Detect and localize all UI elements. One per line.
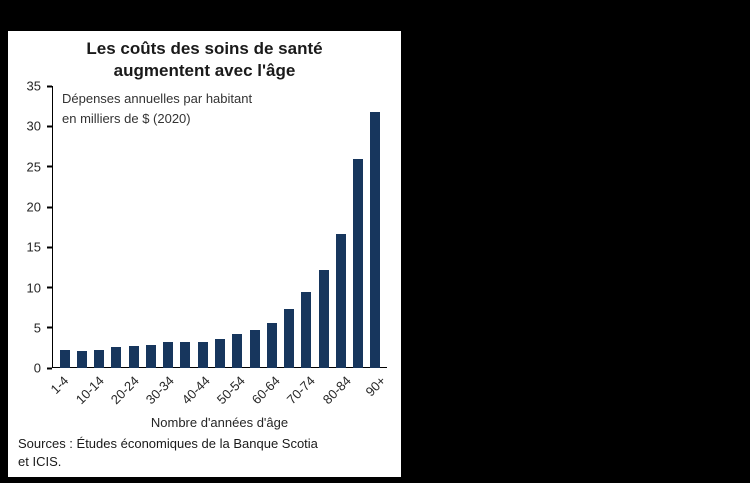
- bar: [76, 351, 87, 369]
- bar-slot: [229, 86, 246, 369]
- x-axis-title: Nombre d'années d'âge: [150, 415, 289, 431]
- bar-slot: [177, 86, 194, 369]
- x-tick-label: 30-34: [143, 373, 178, 408]
- x-tick-label: 70-74: [284, 373, 319, 408]
- bar-slot: [194, 86, 211, 369]
- bar: [335, 233, 346, 369]
- bar: [94, 350, 105, 369]
- y-tick-mark: [47, 206, 52, 209]
- y-tick-mark: [47, 85, 52, 88]
- bar: [284, 308, 295, 369]
- y-tick: 5: [34, 320, 52, 335]
- x-tick-label: 60-64: [248, 373, 284, 408]
- bar: [318, 269, 329, 369]
- bar: [163, 342, 174, 369]
- chart-panel: Les coûts des soins de santé augmentent …: [8, 31, 401, 477]
- y-tick: 30: [27, 119, 52, 134]
- bar-slot: [332, 86, 349, 369]
- bar-slot: [350, 86, 367, 369]
- y-tick-label: 15: [26, 239, 41, 255]
- chart-annotation: Dépenses annuelles par habitant en milli…: [62, 91, 253, 126]
- bar: [197, 341, 208, 369]
- bar-slot: [211, 86, 228, 369]
- y-tick: 25: [27, 159, 52, 174]
- y-tick-mark: [47, 125, 52, 128]
- bar: [353, 158, 364, 369]
- bar-slot: [56, 86, 73, 369]
- x-tick-label: 20-24: [107, 373, 142, 408]
- bar-slot: [246, 86, 263, 369]
- x-tick-label: 40-44: [178, 373, 213, 408]
- bar-slot: [142, 86, 159, 369]
- bar: [215, 339, 226, 369]
- bar: [370, 111, 381, 369]
- y-tick-mark: [47, 326, 52, 329]
- y-tick-mark: [47, 367, 52, 370]
- y-axis: 0 5 10 15 20 25 30 35: [8, 79, 52, 376]
- x-tick-label: 1-4: [47, 373, 72, 398]
- chart-area: Dépenses annuelles par habitant en milli…: [27, 79, 387, 376]
- y-tick-mark: [47, 165, 52, 168]
- y-tick-mark: [47, 246, 52, 249]
- source-note: Sources : Études économiques de la Banqu…: [18, 435, 318, 469]
- bar-slot: [160, 86, 177, 369]
- bar: [266, 323, 277, 369]
- y-tick: 10: [27, 280, 52, 295]
- bar: [128, 346, 139, 369]
- chart-title: Les coûts des soins de santé augmentent …: [86, 39, 323, 81]
- bar-slot: [367, 86, 384, 369]
- bar-slot: [125, 86, 142, 369]
- y-tick: 15: [27, 240, 52, 255]
- bar: [111, 347, 122, 369]
- bar: [232, 334, 243, 369]
- bar: [249, 329, 260, 369]
- x-tick-label: 90+: [362, 373, 389, 400]
- x-tick-labels: 1-4 10-14 20-24 30-34 40-44 50-54 60-64 70-74 80…: [48, 371, 389, 415]
- bar-slot: [280, 86, 297, 369]
- x-tick-label: 80-84: [319, 373, 354, 408]
- bar-slot: [263, 86, 280, 369]
- bar-slot: [108, 86, 125, 369]
- y-tick-label: 20: [26, 199, 41, 215]
- y-tick-label: 5: [33, 320, 41, 336]
- bar: [180, 341, 191, 369]
- y-tick: 35: [27, 79, 52, 94]
- y-tick-label: 25: [26, 159, 41, 175]
- bars: [53, 86, 387, 369]
- bar: [59, 349, 70, 369]
- x-tick-label: 50-54: [213, 373, 248, 408]
- bar-slot: [91, 86, 108, 369]
- y-tick: 0: [34, 361, 52, 376]
- y-tick-label: 10: [26, 280, 41, 296]
- bar: [145, 344, 156, 369]
- x-tick-label: 10-14: [72, 373, 107, 408]
- y-tick-label: 35: [26, 78, 41, 94]
- y-tick-label: 30: [26, 118, 41, 134]
- y-tick-mark: [47, 286, 52, 289]
- bar-slot: [298, 86, 315, 369]
- bar-slot: [315, 86, 332, 369]
- bar-slot: [73, 86, 90, 369]
- y-tick-label: 0: [33, 360, 41, 376]
- bar: [301, 292, 312, 369]
- y-tick: 20: [27, 200, 52, 215]
